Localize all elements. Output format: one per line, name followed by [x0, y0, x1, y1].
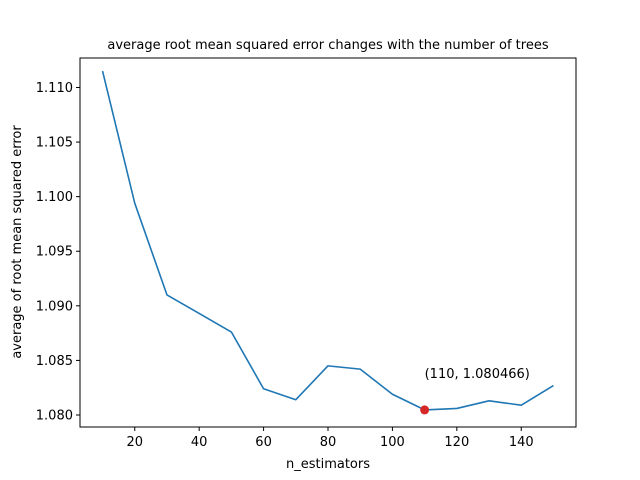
y-tick-label: 1.105 [36, 136, 73, 151]
y-tick-label: 1.090 [36, 299, 73, 314]
plot-frame [79, 57, 577, 428]
highlight-annotation: (110, 1.080466) [425, 367, 530, 382]
tick-group: 20 40 60 80 100 120 140 1.080 1.085 1.090 1.095 1.1… [36, 81, 534, 450]
chart-title: average root mean squared error changes … [107, 38, 548, 53]
x-tick-label: 80 [320, 435, 337, 450]
y-axis-label: average of root mean squared error [10, 125, 25, 359]
x-axis-label: n_estimators [286, 457, 370, 472]
x-tick-label: 20 [126, 435, 143, 450]
y-tick-label: 1.080 [36, 408, 73, 423]
plot-area [101, 70, 554, 415]
y-tick-label: 1.100 [36, 190, 73, 205]
x-tick-label: 100 [380, 435, 405, 450]
y-tick-label: 1.110 [36, 81, 73, 96]
y-tick-label: 1.095 [36, 245, 73, 260]
y-tick-label: 1.085 [36, 354, 73, 369]
x-tick-label: 60 [255, 435, 272, 450]
highlight-point [420, 405, 430, 415]
x-tick-label: 120 [444, 435, 469, 450]
x-tick-label: 40 [191, 435, 208, 450]
x-tick-label: 140 [509, 435, 534, 450]
